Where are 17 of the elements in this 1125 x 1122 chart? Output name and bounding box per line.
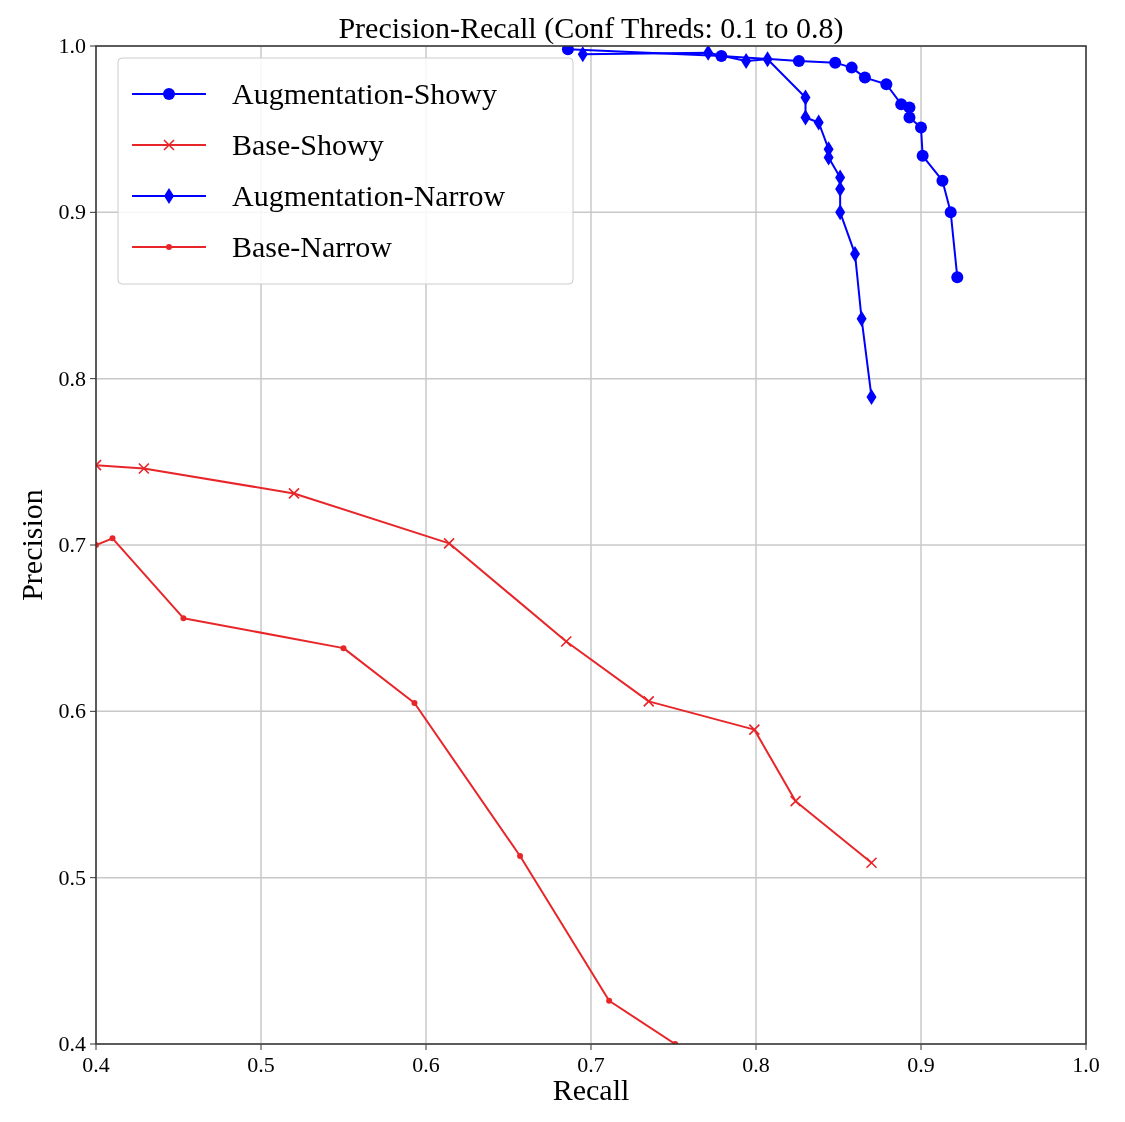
legend-label: Augmentation-Showy xyxy=(232,77,497,110)
legend-label: Base-Showy xyxy=(232,128,384,161)
y-tick-label: 0.8 xyxy=(58,365,86,391)
legend-label: Base-Narrow xyxy=(232,230,393,263)
y-tick-label: 0.9 xyxy=(58,199,86,225)
x-tick-label: 0.5 xyxy=(247,1052,275,1077)
x-tick-label: 0.9 xyxy=(907,1052,935,1077)
x-tick-label: 0.8 xyxy=(742,1052,770,1077)
y-tick-label: 0.7 xyxy=(58,532,86,557)
x-tick-label: 1.0 xyxy=(1072,1052,1100,1077)
y-tick-label: 1.0 xyxy=(58,33,86,58)
x-tick-label: 0.6 xyxy=(412,1052,440,1077)
chart-title: Precision-Recall (Conf Threds: 0.1 to 0.8) xyxy=(338,11,844,45)
y-tick-label: 0.5 xyxy=(58,864,86,890)
y-axis-title: Precision xyxy=(15,489,48,601)
legend-label: Augmentation-Narrow xyxy=(232,179,506,212)
y-tick-label: 0.6 xyxy=(58,698,86,724)
